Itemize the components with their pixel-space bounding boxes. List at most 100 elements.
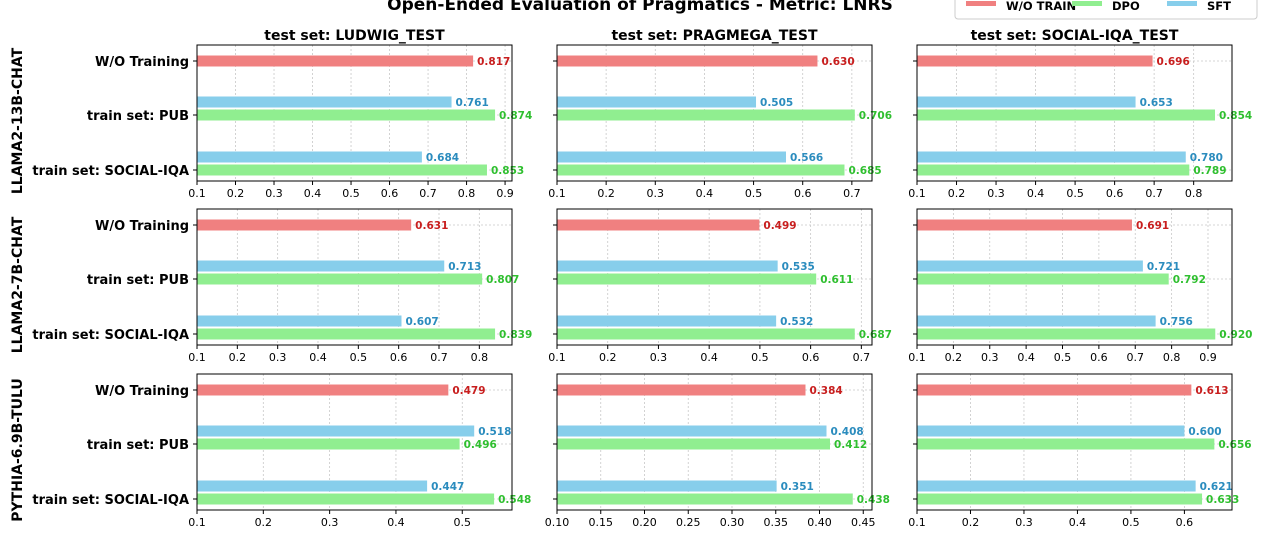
x-tick-label: 0.3 [647, 187, 665, 200]
bar-sft-pub [557, 260, 778, 272]
bar-sft-social-label: 0.756 [1160, 316, 1193, 328]
bar-sft-pub-label: 0.761 [456, 97, 489, 109]
bar-sft-pub-label: 0.518 [478, 426, 511, 438]
bar-wo-train-label: 0.817 [477, 56, 510, 68]
bar-dpo-pub-label: 0.611 [820, 274, 853, 286]
x-tick-label: 0.7 [843, 187, 861, 200]
bar-dpo-pub-label: 0.706 [859, 110, 892, 122]
x-tick-label: 0.9 [1199, 351, 1217, 364]
bar-dpo-pub-label: 0.656 [1218, 439, 1251, 451]
bar-sft-pub [557, 425, 827, 437]
panel-frame [556, 373, 873, 511]
bar-dpo-pub-label: 0.412 [834, 439, 867, 451]
bar-dpo-pub-label: 0.854 [1219, 110, 1252, 122]
x-tick-label: 0.6 [1106, 187, 1124, 200]
bar-sft-pub-label: 0.653 [1140, 97, 1173, 109]
bar-sft-social [197, 315, 402, 327]
bar-sft-pub-label: 0.713 [448, 261, 481, 273]
y-tick-label: W/O Training [95, 384, 189, 399]
bar-wo-train-label: 0.384 [810, 385, 843, 397]
x-tick-label: 0.4 [387, 516, 405, 529]
x-tick-label: 0.30 [720, 516, 745, 529]
chart-title: Open-Ended Evaluation of Pragmatics - Me… [387, 0, 893, 15]
y-tick-label: train set: SOCIAL-IQA [32, 328, 189, 343]
bar-sft-pub-label: 0.600 [1188, 426, 1221, 438]
legend-label: DPO [1112, 0, 1140, 13]
x-tick-label: 0.1 [188, 187, 206, 200]
x-tick-label: 0.5 [1066, 187, 1084, 200]
x-tick-label: 0.8 [471, 351, 489, 364]
x-tick-label: 0.3 [650, 351, 668, 364]
bar-dpo-pub-label: 0.807 [486, 274, 519, 286]
bar-dpo-social [557, 164, 845, 176]
x-tick-label: 0.4 [696, 187, 714, 200]
x-tick-label: 0.5 [745, 187, 763, 200]
bar-dpo-pub [197, 109, 496, 121]
bar-sft-social-label: 0.684 [426, 152, 459, 164]
row-title: LLAMA2-7B-CHAT [10, 216, 26, 353]
bar-dpo-social-label: 0.438 [857, 494, 890, 506]
bar-dpo-social [917, 164, 1190, 176]
x-tick-label: 0.20 [632, 516, 657, 529]
bar-sft-social [557, 480, 777, 492]
bar-wo-train-label: 0.499 [763, 220, 796, 232]
bar-sft-pub-label: 0.535 [782, 261, 815, 273]
x-tick-label: 0.1 [908, 351, 926, 364]
bar-wo-train-label: 0.479 [452, 385, 485, 397]
bar-dpo-pub [197, 438, 460, 450]
x-tick-label: 0.3 [981, 351, 999, 364]
bar-dpo-pub [917, 273, 1169, 285]
bar-dpo-social [197, 493, 495, 505]
x-tick-label: 0.6 [1090, 351, 1108, 364]
bar-wo-train [917, 384, 1192, 396]
bar-sft-pub-label: 0.408 [831, 426, 864, 438]
bar-sft-social [197, 480, 428, 492]
bar-dpo-social-label: 0.789 [1193, 165, 1226, 177]
bar-sft-social-label: 0.621 [1200, 481, 1233, 493]
bar-dpo-pub-label: 0.496 [464, 439, 497, 451]
y-tick-label: train set: SOCIAL-IQA [32, 493, 189, 508]
bar-sft-pub [197, 425, 475, 437]
x-tick-label: 0.2 [229, 351, 247, 364]
x-tick-label: 0.3 [987, 187, 1005, 200]
bar-dpo-social-label: 0.853 [491, 165, 524, 177]
legend-label: W/O TRAIN [1006, 0, 1076, 13]
bar-dpo-social [917, 328, 1216, 340]
x-tick-label: 0.1 [188, 351, 206, 364]
x-tick-label: 0.1 [548, 351, 566, 364]
x-tick-label: 0.1 [908, 187, 926, 200]
bar-sft-pub-label: 0.505 [760, 97, 793, 109]
bar-dpo-social-label: 0.633 [1206, 494, 1239, 506]
bar-wo-train [197, 219, 412, 231]
bar-wo-train-label: 0.630 [821, 56, 854, 68]
bar-sft-social [917, 315, 1156, 327]
y-tick-label: train set: PUB [87, 109, 189, 124]
panel-frame [196, 373, 513, 511]
panel-frame [556, 208, 873, 346]
x-tick-label: 0.15 [589, 516, 614, 529]
column-title: test set: PRAGMEGA_TEST [611, 28, 817, 44]
bar-sft-pub-label: 0.721 [1147, 261, 1180, 273]
x-tick-label: 0.10 [545, 516, 570, 529]
x-tick-label: 0.2 [599, 351, 617, 364]
x-tick-label: 0.9 [496, 187, 514, 200]
bar-dpo-pub [557, 438, 830, 450]
x-tick-label: 0.1 [548, 187, 566, 200]
x-tick-label: 0.4 [700, 351, 718, 364]
x-tick-label: 0.6 [794, 187, 812, 200]
x-tick-label: 0.8 [1185, 187, 1203, 200]
row-title: PYTHIA-6.9B-TULU [10, 378, 26, 521]
bar-sft-social-label: 0.351 [781, 481, 814, 493]
bar-dpo-social [557, 493, 853, 505]
bar-sft-social-label: 0.532 [780, 316, 813, 328]
legend-swatch [1167, 1, 1197, 6]
bar-sft-pub [917, 260, 1143, 272]
bar-sft-social [557, 151, 787, 163]
bar-dpo-social-label: 0.920 [1219, 329, 1252, 341]
bar-wo-train [917, 55, 1153, 67]
x-tick-label: 0.35 [764, 516, 789, 529]
y-tick-label: train set: PUB [87, 273, 189, 288]
bar-wo-train-label: 0.613 [1195, 385, 1228, 397]
x-tick-label: 0.4 [1027, 187, 1045, 200]
